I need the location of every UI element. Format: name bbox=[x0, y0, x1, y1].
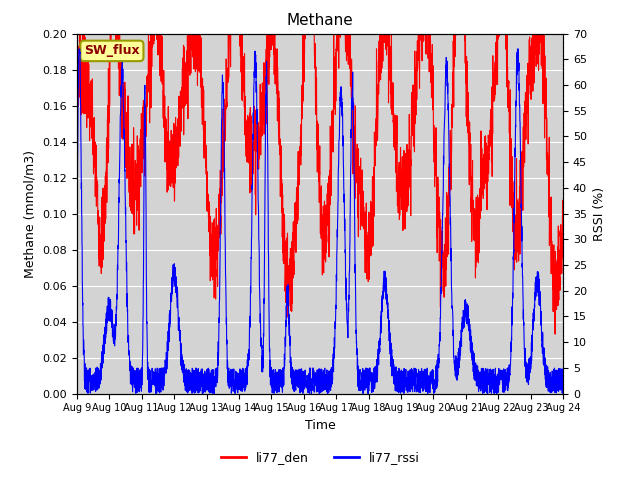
Y-axis label: Methane (mmol/m3): Methane (mmol/m3) bbox=[24, 150, 36, 277]
li77_rssi bbox=[281, 363, 289, 369]
Line: li77_rssi: li77_rssi bbox=[77, 49, 563, 394]
li77_rssi bbox=[550, 375, 558, 381]
li77_rssi bbox=[484, 391, 492, 396]
li77_den bbox=[157, 31, 165, 36]
li77_den bbox=[550, 242, 557, 248]
Legend: li77_den, li77_rssi: li77_den, li77_rssi bbox=[216, 446, 424, 469]
li77_den bbox=[73, 36, 81, 42]
li77_rssi bbox=[498, 368, 506, 373]
li77_den bbox=[260, 98, 268, 104]
Title: Methane: Methane bbox=[287, 13, 353, 28]
li77_den bbox=[129, 195, 136, 201]
li77_rssi bbox=[157, 384, 165, 390]
li77_rssi bbox=[129, 384, 136, 389]
li77_den bbox=[559, 210, 567, 216]
li77_den bbox=[281, 218, 289, 224]
Line: li77_den: li77_den bbox=[77, 34, 563, 334]
Text: SW_flux: SW_flux bbox=[84, 44, 140, 58]
li77_den bbox=[551, 331, 559, 337]
li77_den bbox=[76, 31, 84, 36]
Y-axis label: RSSI (%): RSSI (%) bbox=[593, 187, 605, 240]
li77_rssi bbox=[75, 46, 83, 52]
li77_rssi bbox=[73, 252, 81, 258]
li77_rssi bbox=[559, 384, 567, 390]
li77_den bbox=[497, 31, 505, 36]
X-axis label: Time: Time bbox=[305, 419, 335, 432]
li77_rssi bbox=[260, 331, 268, 336]
